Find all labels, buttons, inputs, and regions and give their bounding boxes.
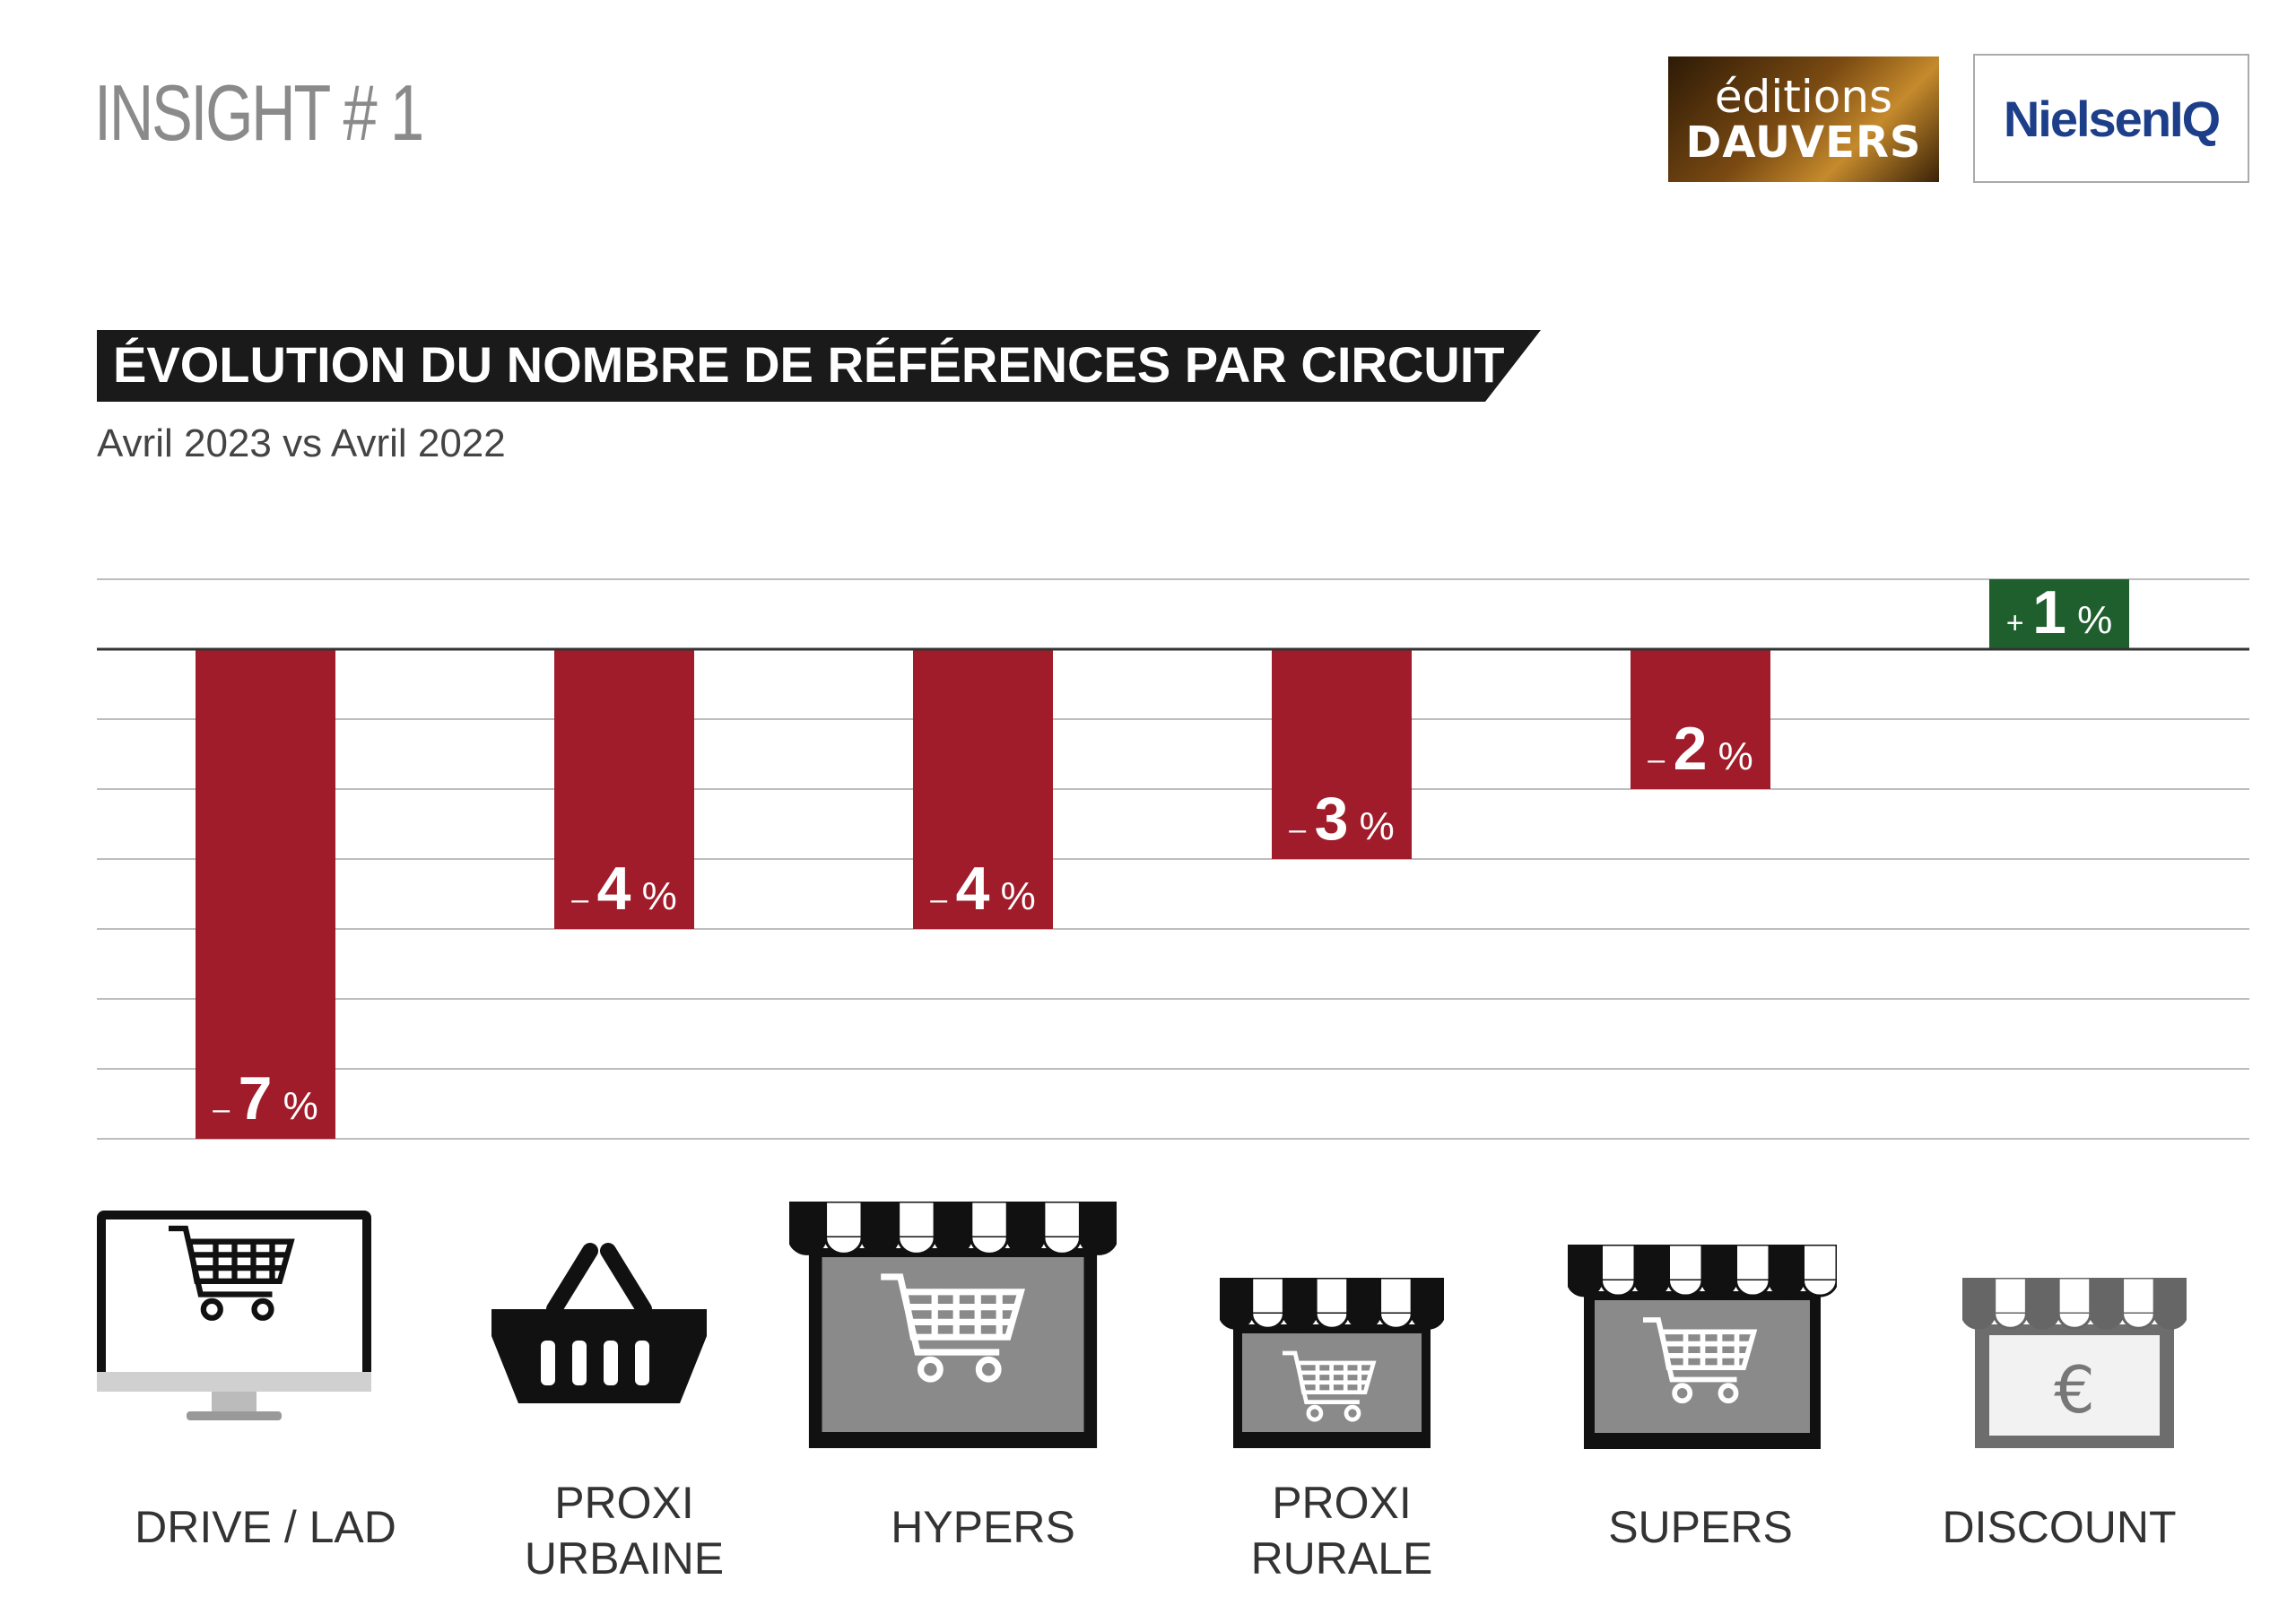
dauvers-logo-line2: DAUVERS bbox=[1685, 117, 1922, 168]
category-label-line: RURALE bbox=[1250, 1533, 1433, 1584]
title-banner-shape bbox=[97, 330, 1541, 402]
bar-4 bbox=[1631, 649, 1770, 789]
data-label-3: – 3 % bbox=[1289, 785, 1395, 853]
computer-cart-icon bbox=[97, 1211, 371, 1429]
data-label-number: 7 bbox=[239, 1064, 273, 1133]
nielseniq-logo: NielsenIQ bbox=[1973, 54, 2249, 183]
chart-title-banner: ÉVOLUTION DU NOMBRE DE RÉFÉRENCES PAR CI… bbox=[97, 330, 1541, 402]
category-label-3: PROXI RURALE bbox=[1171, 1475, 1512, 1586]
rural-store-icon bbox=[1218, 1276, 1446, 1461]
category-label-line: PROXI bbox=[1272, 1478, 1412, 1528]
category-label-2: HYPERS bbox=[813, 1499, 1153, 1555]
category-label-line: URBAINE bbox=[524, 1533, 725, 1584]
chart-title: ÉVOLUTION DU NOMBRE DE RÉFÉRENCES PAR CI… bbox=[113, 336, 1505, 393]
category-label-1: PROXI URBAINE bbox=[454, 1475, 795, 1586]
nielseniq-logo-text: NielsenIQ bbox=[2003, 90, 2221, 147]
data-label-1: – 4 % bbox=[571, 855, 677, 923]
dauvers-logo: éditions DAUVERS bbox=[1668, 56, 1939, 182]
data-label-unit: % bbox=[631, 874, 676, 918]
data-label-sign: – bbox=[1648, 742, 1673, 777]
bar-5 bbox=[1989, 579, 2129, 649]
category-label-line: HYPERS bbox=[891, 1502, 1075, 1552]
category-label-4: SUPERS bbox=[1530, 1499, 1871, 1555]
chart-subtitle: Avril 2023 vs Avril 2022 bbox=[97, 421, 506, 465]
category-label-0: DRIVE / LAD bbox=[95, 1499, 436, 1555]
bar-1 bbox=[554, 649, 694, 929]
category-label-line: SUPERS bbox=[1608, 1502, 1793, 1552]
data-label-unit: % bbox=[1707, 734, 1752, 778]
data-label-number: 4 bbox=[956, 855, 990, 923]
super-store-icon bbox=[1566, 1243, 1839, 1462]
category-label-line: DRIVE / LAD bbox=[135, 1502, 396, 1552]
data-label-unit: % bbox=[2066, 598, 2112, 642]
data-label-sign: – bbox=[930, 882, 955, 916]
insight-heading: INSIGHT # 1 bbox=[94, 68, 424, 157]
category-label-line: DISCOUNT bbox=[1942, 1502, 2177, 1552]
data-label-sign: – bbox=[1289, 812, 1314, 846]
data-label-sign: – bbox=[213, 1092, 238, 1126]
data-label-4: – 2 % bbox=[1648, 715, 1753, 783]
data-label-0: – 7 % bbox=[213, 1064, 318, 1133]
data-label-unit: % bbox=[272, 1084, 317, 1128]
dauvers-logo-line1: éditions bbox=[1714, 71, 1893, 123]
category-label-5: DISCOUNT bbox=[1889, 1499, 2230, 1555]
data-label-number: 4 bbox=[597, 855, 631, 923]
bar-2 bbox=[913, 649, 1053, 929]
data-label-sign: + bbox=[2006, 606, 2032, 640]
data-label-5: + 1 % bbox=[2006, 578, 2113, 647]
data-label-2: – 4 % bbox=[930, 855, 1036, 923]
bar-3 bbox=[1272, 649, 1412, 859]
data-label-number: 1 bbox=[2032, 578, 2066, 647]
hyper-store-icon bbox=[787, 1200, 1118, 1461]
data-label-sign: – bbox=[571, 882, 596, 916]
data-label-unit: % bbox=[1348, 804, 1394, 848]
svg-text:€: € bbox=[2054, 1352, 2095, 1428]
discount-store-icon: € bbox=[1961, 1276, 2188, 1461]
category-label-line: PROXI bbox=[554, 1478, 694, 1528]
data-label-number: 2 bbox=[1674, 715, 1708, 783]
data-label-unit: % bbox=[989, 874, 1035, 918]
data-label-number: 3 bbox=[1315, 785, 1349, 853]
bar-0 bbox=[196, 649, 335, 1139]
basket-icon bbox=[491, 1224, 707, 1416]
